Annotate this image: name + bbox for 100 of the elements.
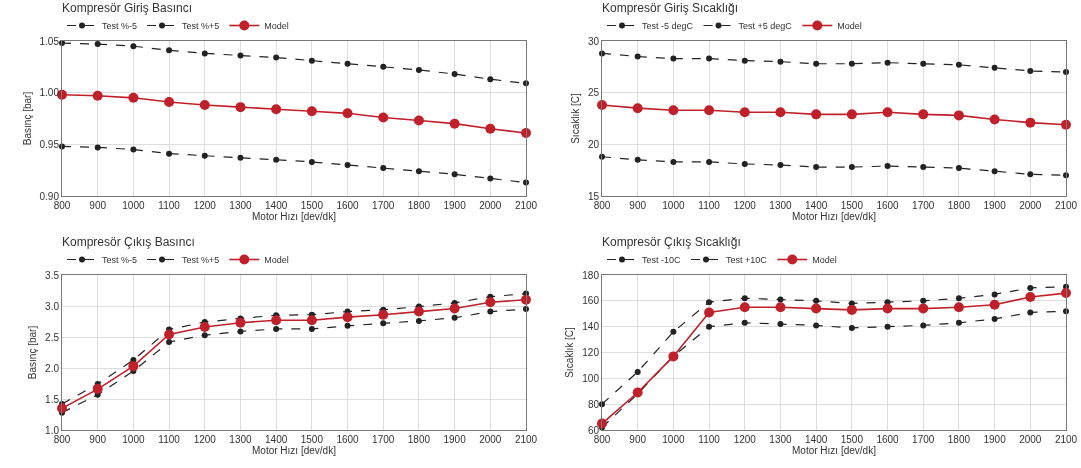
point	[237, 52, 244, 59]
x-axis-title: Motor Hızı [dev/dk]	[792, 445, 877, 456]
point	[920, 322, 927, 329]
x-axis-title: Motor Hızı [dev/dk]	[252, 211, 337, 222]
point	[811, 303, 822, 314]
x-tick-label: 2000	[479, 200, 502, 211]
chart-title: Kompresör Giriş Sıcaklığı	[602, 0, 739, 15]
point	[237, 328, 244, 335]
point	[846, 109, 857, 120]
point	[308, 325, 315, 332]
point	[413, 306, 424, 317]
point	[846, 304, 857, 315]
point	[634, 53, 641, 60]
point	[813, 60, 820, 67]
x-tick-label: 1200	[193, 434, 217, 445]
point	[670, 158, 677, 165]
legend-label: Model	[264, 255, 289, 266]
point	[449, 118, 460, 129]
y-tick-label: 80	[587, 398, 600, 410]
y-tick-label: 120	[582, 347, 600, 358]
point	[884, 323, 891, 330]
point	[201, 50, 208, 57]
point	[92, 90, 103, 101]
x-tick-label: 900	[89, 434, 107, 445]
point	[989, 114, 1000, 125]
point	[1027, 284, 1034, 291]
x-tick-label: 1700	[372, 434, 395, 445]
legend-label: Model	[837, 21, 862, 32]
legend-label: Test %-5	[102, 255, 138, 266]
x-tick-label: 1500	[840, 200, 864, 211]
point	[487, 175, 494, 182]
point	[523, 306, 529, 313]
x-tick-label: 2100	[514, 434, 538, 445]
point	[308, 158, 315, 165]
point	[237, 154, 244, 161]
point	[451, 171, 458, 178]
point	[813, 297, 820, 304]
point	[777, 321, 784, 328]
x-tick-label: 1700	[912, 200, 935, 211]
y-tick-label: 60	[587, 424, 600, 436]
point	[775, 107, 786, 118]
point	[201, 332, 208, 339]
point	[485, 123, 496, 134]
point	[706, 55, 713, 62]
y-tick-label: 180	[582, 269, 600, 281]
point	[848, 300, 855, 307]
point	[706, 299, 713, 306]
x-tick-label: 800	[53, 434, 71, 445]
legend-label: Test +5 degC	[738, 21, 793, 32]
point	[811, 109, 822, 120]
point	[199, 100, 210, 111]
point	[955, 61, 962, 68]
point	[739, 302, 750, 313]
x-tick-label: 1300	[769, 200, 793, 211]
point	[166, 338, 173, 345]
x-tick-label: 1500	[840, 434, 864, 445]
point	[991, 168, 998, 175]
point	[273, 54, 280, 61]
x-tick-label: 1100	[158, 200, 181, 211]
x-tick-label: 1600	[336, 200, 360, 211]
point	[882, 107, 893, 118]
point	[813, 164, 820, 171]
y-tick-label: 140	[582, 321, 600, 333]
point	[777, 58, 784, 65]
point	[953, 302, 964, 313]
point	[775, 302, 786, 313]
point	[1027, 171, 1034, 178]
y-tick-label: 1.05	[39, 35, 60, 47]
y-tick-label: 1.00	[39, 87, 60, 99]
point	[92, 384, 103, 395]
x-tick-label: 1600	[876, 200, 900, 211]
point	[308, 57, 315, 64]
x-tick-label: 1800	[407, 434, 431, 445]
point	[706, 323, 713, 330]
y-tick-label: 20	[587, 138, 600, 150]
point	[306, 106, 317, 117]
point	[634, 368, 641, 375]
x-tick-label: 900	[89, 200, 107, 211]
y-tick-label: 30	[587, 35, 600, 47]
y-tick-label: 100	[582, 372, 600, 384]
x-tick-label: 2100	[1054, 434, 1078, 445]
x-tick-label: 900	[629, 200, 647, 211]
point	[741, 295, 748, 302]
x-tick-label: 2000	[1019, 434, 1042, 445]
x-tick-label: 1300	[229, 434, 253, 445]
x-tick-label: 1800	[947, 434, 971, 445]
y-tick-label: 2.5	[45, 331, 60, 343]
point	[1063, 308, 1069, 315]
chart-title: Kompresör Çıkış Basıncı	[62, 234, 195, 249]
x-tick-label: 1700	[372, 200, 395, 211]
point	[380, 165, 387, 172]
x-tick-label: 2000	[479, 434, 502, 445]
point	[739, 107, 750, 118]
y-tick-label: 1.0	[45, 424, 60, 436]
point	[884, 163, 891, 170]
legend-label: Test -10C	[642, 255, 682, 266]
x-tick-label: 1800	[947, 200, 971, 211]
point	[306, 315, 317, 326]
point	[378, 309, 389, 320]
point	[94, 144, 101, 151]
